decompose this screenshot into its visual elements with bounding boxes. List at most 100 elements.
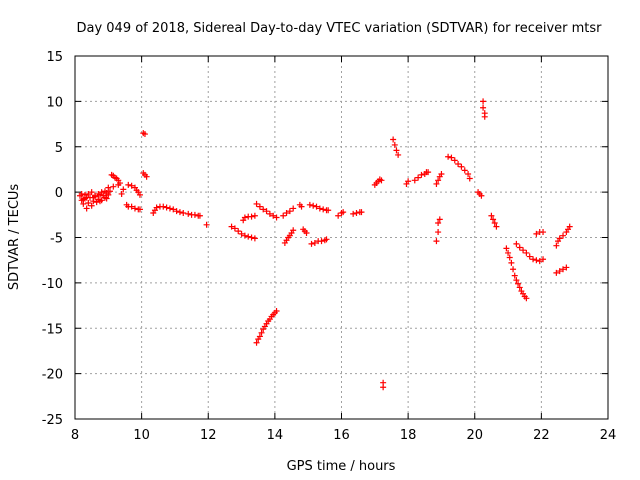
data-point (395, 151, 402, 158)
y-tick-label: 15 (46, 50, 63, 65)
data-point (98, 189, 105, 196)
data-point (353, 209, 360, 216)
data-point (418, 171, 425, 178)
data-point (105, 184, 112, 191)
data-point (435, 177, 442, 184)
data-point (191, 211, 198, 218)
data-point (465, 170, 472, 177)
y-axis-label: SDTVAR / TECUs (7, 184, 22, 291)
data-point (313, 203, 320, 210)
data-point (88, 189, 95, 196)
data-point (185, 210, 192, 217)
data-point (103, 195, 110, 202)
data-point (310, 202, 317, 209)
data-point (143, 173, 150, 180)
y-tick-label: -20 (42, 368, 63, 383)
data-point (480, 104, 487, 111)
data-point (513, 240, 520, 247)
data-point (458, 163, 465, 170)
data-point (253, 200, 260, 207)
data-point (433, 238, 440, 245)
data-point (436, 216, 443, 223)
data-point (350, 210, 357, 217)
x-tick-label: 20 (466, 428, 483, 443)
data-point (228, 223, 235, 230)
data-point (173, 208, 180, 215)
data-point (536, 258, 543, 265)
data-point (290, 205, 297, 212)
data-point (390, 136, 397, 143)
data-point (506, 254, 513, 261)
x-tick-label: 8 (71, 428, 79, 443)
data-point (540, 256, 547, 263)
y-tick-label: -5 (50, 232, 63, 247)
data-point (298, 203, 305, 210)
data-point (415, 174, 422, 181)
data-point (85, 200, 92, 207)
x-tick-label: 14 (267, 428, 284, 443)
data-point (553, 269, 560, 276)
data-point (323, 236, 330, 243)
data-point (88, 202, 95, 209)
data-point (141, 131, 148, 138)
data-point (520, 247, 527, 254)
data-point (245, 233, 252, 240)
grid (75, 56, 608, 419)
y-tick-label: 0 (55, 186, 63, 201)
data-point (273, 308, 280, 315)
data-point (266, 210, 273, 217)
data-point (101, 188, 108, 195)
data-point (203, 221, 210, 228)
data-point (526, 253, 533, 260)
data-point (533, 230, 540, 237)
data-point (110, 183, 117, 190)
data-point (280, 212, 287, 219)
data-point (241, 232, 248, 239)
y-tick-label: -15 (42, 322, 63, 337)
data-point (83, 205, 90, 212)
data-point (533, 257, 540, 264)
data-point (480, 98, 487, 105)
data-point (251, 235, 258, 242)
data-point (248, 234, 255, 241)
data-point (556, 235, 563, 242)
x-tick-label: 10 (133, 428, 150, 443)
data-point (560, 266, 567, 273)
data-point (131, 205, 138, 212)
data-point (481, 113, 488, 120)
data-point (160, 203, 167, 210)
data-point (241, 214, 248, 221)
data-point (503, 245, 510, 252)
data-point (253, 339, 260, 346)
x-tick-label: 22 (533, 428, 550, 443)
data-point (358, 209, 365, 216)
data-point (433, 180, 440, 187)
data-point (455, 160, 462, 167)
data-point (125, 181, 132, 188)
data-point (488, 212, 495, 219)
data-point (411, 177, 418, 184)
y-tick-label: 10 (46, 95, 63, 110)
data-point (105, 191, 112, 198)
data-point (448, 154, 455, 161)
data-point (325, 207, 332, 214)
data-point (445, 153, 452, 160)
data-point (405, 178, 412, 185)
data-point (435, 229, 442, 236)
x-tick-label: 24 (600, 428, 617, 443)
data-point (340, 209, 347, 216)
data-point (530, 256, 537, 263)
data-point (115, 181, 122, 188)
data-point (263, 208, 270, 215)
data-point (308, 240, 315, 247)
data-point (273, 214, 280, 221)
data-point (511, 272, 518, 279)
data-point (380, 384, 387, 391)
data-point (523, 295, 530, 302)
data-point (316, 205, 323, 212)
data-point (516, 244, 523, 251)
data-point (508, 259, 515, 266)
data-point (318, 238, 325, 245)
